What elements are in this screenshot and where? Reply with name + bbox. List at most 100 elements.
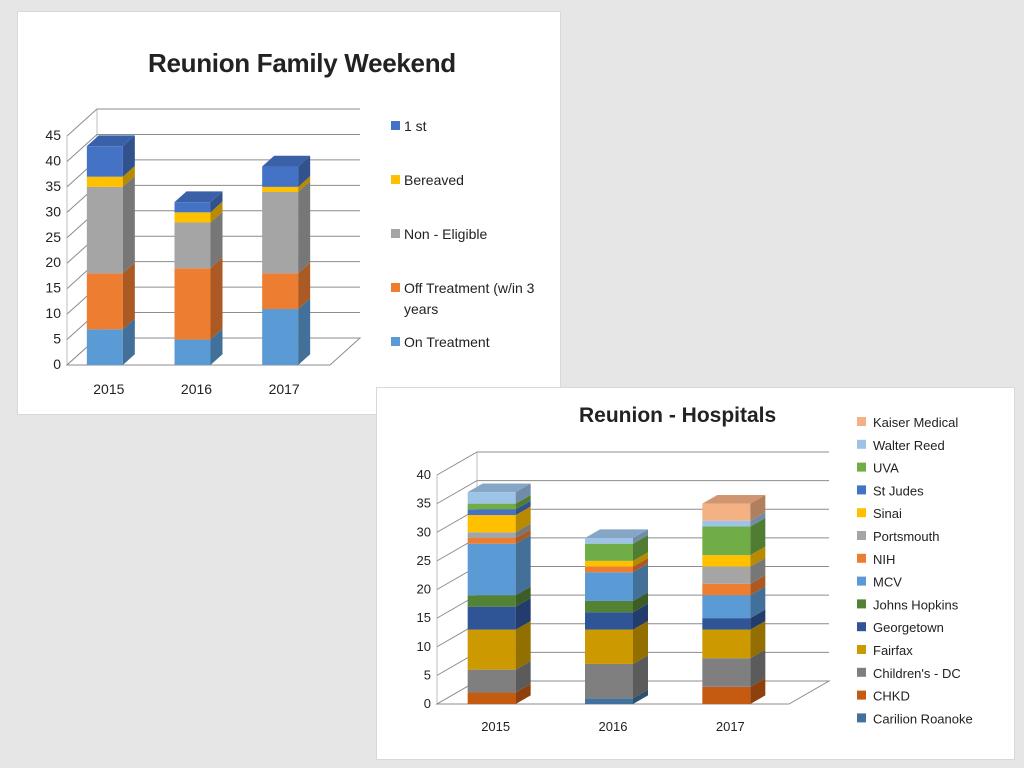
bar-segment-fairfax-side <box>750 620 766 659</box>
bar-top-2015 <box>467 483 531 493</box>
bar-segment-kaiser-medical-side <box>750 495 766 521</box>
bar-segment-georgetown-front <box>585 612 633 630</box>
chart-title: Reunion - Hospitals <box>579 404 777 427</box>
bar-segment-georgetown-side <box>633 603 648 630</box>
bar-segment-sinai-front <box>585 560 633 567</box>
bar-segment-uva-front <box>585 543 633 561</box>
legend-label-fairfax: Fairfax <box>873 643 913 658</box>
bar-segment-sinai-side <box>515 506 531 533</box>
legend-label-st-judes: St Judes <box>873 483 924 498</box>
x-tick-label: 2017 <box>716 719 745 734</box>
x-tick-label: 2016 <box>599 719 628 734</box>
bar-top-2016 <box>585 529 648 538</box>
bar-segment-walter-reed-front <box>585 537 633 544</box>
bar-segment-nih-side <box>750 575 766 596</box>
y-tick-label: 25 <box>45 229 61 245</box>
bar-segment-non-eligible-side <box>298 181 311 274</box>
legend-swatch-chkd <box>857 690 866 700</box>
bar-segment-off-treatment-w-in-3-years-side <box>210 257 223 340</box>
legend-label-bereaved: Bereaved <box>404 172 464 188</box>
y-tick-label: 35 <box>417 496 431 511</box>
bar-segment-bereaved-front <box>174 212 211 223</box>
bar-top-2017 <box>702 495 766 504</box>
legend-label-on-treatment: On Treatment <box>404 334 490 350</box>
bar-segment-chkd-side <box>750 678 766 704</box>
y-tick-label: 15 <box>417 610 431 625</box>
legend-swatch-off-treatment-w-in-3-years <box>391 283 400 292</box>
y-tick-label: 30 <box>45 203 61 219</box>
bar-segment-sinai-side <box>750 546 766 567</box>
hospitals-chart-panel: Reunion - Hospitals 0 5 10 15 20 25 30 35 40 2015… <box>377 388 1014 759</box>
bar-segment-bereaved-side <box>210 201 223 223</box>
bar-segment-walter-reed-side <box>515 483 531 504</box>
bar-segment-mcv-front <box>585 572 633 601</box>
gridline <box>66 108 360 137</box>
bar-segment-walter-reed-front <box>702 520 751 527</box>
bar-segment-1-st-side <box>210 191 223 213</box>
legend-label-johns-hopkins: Johns Hopkins <box>873 597 959 612</box>
y-tick-label: 20 <box>45 254 61 270</box>
bar-top-2015 <box>86 135 135 147</box>
legend-swatch-walter-reed <box>857 439 866 449</box>
bar-top-2017 <box>262 155 311 167</box>
bar-segment-bereaved-front <box>262 186 299 192</box>
y-tick-label: 45 <box>45 127 61 143</box>
bar-segment-walter-reed-side <box>633 529 648 544</box>
legend-swatch-children-s-dc <box>857 667 866 677</box>
bar-segment-fairfax-side <box>633 620 648 664</box>
bar-segment-johns-hopkins-side <box>633 592 648 613</box>
bar-segment-nih-side <box>515 529 531 544</box>
bar-segment-off-treatment-w-in-3-years-front <box>262 273 299 310</box>
bar-segment-non-eligible-side <box>122 176 135 274</box>
family-weekend-chart-panel: Reunion Family Weekend 0 5 10 15 20 25 30 35 40 4… <box>18 12 560 414</box>
gridline <box>436 480 829 505</box>
bar-segment-uva-front <box>467 503 516 510</box>
bar-segment-georgetown-side <box>515 598 531 630</box>
bar-segment-on-treatment-side <box>210 328 223 365</box>
legend-label-nih: NIH <box>873 552 895 567</box>
bar-segment-mcv-front <box>467 543 516 596</box>
bar-segment-off-treatment-w-in-3-years-side <box>298 262 311 310</box>
y-tick-label: 35 <box>45 178 61 194</box>
legend-label-carilion-roanoke: Carilion Roanoke <box>873 711 973 726</box>
legend-label-mcv: MCV <box>873 575 902 590</box>
legend-swatch-mcv <box>857 576 866 586</box>
bar-segment-portsmouth-front <box>467 532 516 538</box>
legend-label-uva: UVA <box>873 461 899 476</box>
bar-segment-children-s-dc-front <box>585 663 633 699</box>
gridline <box>66 133 360 162</box>
legend-label-georgetown: Georgetown <box>873 620 944 635</box>
legend-swatch-st-judes <box>857 485 866 495</box>
y-tick-label: 40 <box>417 467 431 482</box>
hospitals-chart: 0 5 10 15 20 25 30 35 40 2015 2016 2017 Kaiser Medic… <box>417 415 973 734</box>
bar-segment-walter-reed-front <box>467 492 516 504</box>
bar-segment-nih-side <box>633 557 648 573</box>
legend-swatch-kaiser-medical <box>857 417 866 426</box>
bar-segment-1-st-front <box>262 166 299 187</box>
legend-swatch-johns-hopkins <box>857 599 866 609</box>
legend-swatch-uva <box>857 462 866 472</box>
bar-segment-non-eligible-front <box>174 222 211 269</box>
y-tick-label: 0 <box>424 696 431 711</box>
bar-segment-children-s-dc-front <box>702 658 751 687</box>
bar-segment-children-s-dc-front <box>467 669 516 693</box>
bar-segment-johns-hopkins-front <box>585 600 633 613</box>
bar-segment-uva-front <box>702 526 751 556</box>
bar-segment-carilion-roanoke-side <box>633 689 648 704</box>
legend-swatch-bereaved <box>391 175 400 184</box>
legend-swatch-non-eligible <box>391 229 400 238</box>
chart-title: Reunion Family Weekend <box>148 48 456 78</box>
bar-segment-fairfax-side <box>515 620 531 670</box>
bar-segment-sinai-front <box>702 555 751 567</box>
legend-label-portsmouth: Portsmouth <box>873 529 939 544</box>
bar-segment-sinai-side <box>633 552 648 567</box>
bar-segment-nih-front <box>585 566 633 573</box>
bar-segment-georgetown-front <box>467 606 516 630</box>
y-tick-label: 40 <box>45 152 61 168</box>
bar-segment-portsmouth-side <box>750 557 766 584</box>
y-tick-label: 5 <box>53 331 61 347</box>
bar-segment-1-st-side <box>298 155 311 187</box>
y-tick-label: 0 <box>53 356 61 372</box>
legend-label-off-treatment-w-in-3-years: Off Treatment (w/in 3 years <box>404 280 535 317</box>
bar-segment-1-st-side <box>122 135 135 177</box>
